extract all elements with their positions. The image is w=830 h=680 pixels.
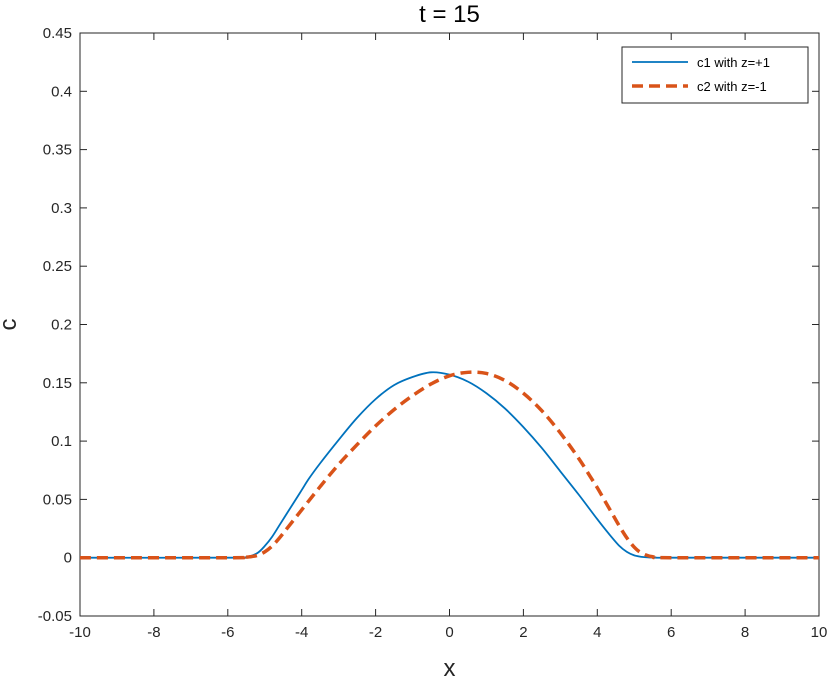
x-tick-label: -10 — [69, 624, 91, 641]
y-tick-label: 0 — [64, 550, 72, 567]
x-tick-label: 10 — [811, 624, 828, 641]
plot-area — [79, 32, 820, 617]
x-tick-label: 4 — [593, 624, 601, 641]
y-axis-title: c — [0, 319, 22, 331]
y-tick-label: 0.4 — [51, 83, 72, 100]
series-layer — [79, 370, 820, 560]
x-tick-label: 0 — [445, 624, 453, 641]
y-tick-label: 0.3 — [51, 200, 72, 217]
y-tick-label: -0.05 — [38, 608, 72, 625]
legend: c1 with z=+1 c2 with z=-1 — [621, 46, 809, 104]
x-axis-ticks: -10 -8 -6 -4 -2 0 2 4 6 8 10 — [69, 33, 827, 641]
x-tick-label: -2 — [369, 624, 382, 641]
x-tick-label: -8 — [147, 624, 160, 641]
y-tick-label: 0.05 — [43, 491, 72, 508]
legend-box — [621, 46, 809, 104]
legend-label-2: c2 with z=-1 — [697, 79, 767, 94]
legend-label-1: c1 with z=+1 — [697, 55, 770, 70]
y-tick-label: 0.1 — [51, 433, 72, 450]
x-tick-label: -6 — [221, 624, 234, 641]
y-axis-ticks: -0.05 0 0.05 0.1 0.15 0.2 0.25 0.3 0.35 0.4 0.45 — [38, 25, 819, 625]
y-tick-label: 0.25 — [43, 258, 72, 275]
x-tick-label: 8 — [741, 624, 749, 641]
y-tick-label: 0.45 — [43, 25, 72, 42]
y-tick-label: 0.35 — [43, 142, 72, 159]
series-line-1 — [79, 371, 819, 559]
x-tick-label: -4 — [295, 624, 308, 641]
x-tick-label: 2 — [519, 624, 527, 641]
plot-frame — [79, 32, 820, 617]
y-tick-label: 0.2 — [51, 317, 72, 334]
series-line-2 — [79, 370, 820, 560]
chart-title: t = 15 — [419, 1, 480, 28]
y-tick-label: 0.15 — [43, 375, 72, 392]
x-axis-title: x — [444, 655, 456, 680]
x-tick-label: 6 — [667, 624, 675, 641]
